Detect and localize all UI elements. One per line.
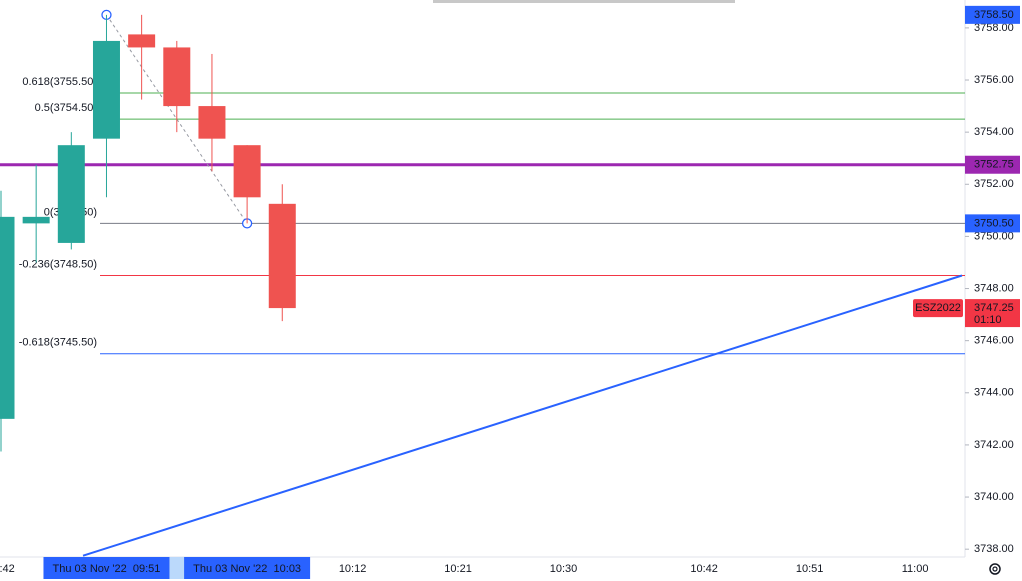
countdown-label: 01:10 <box>974 314 1002 326</box>
fib-level-label: 0.618(3755.50) <box>22 76 97 88</box>
y-tick-label: 3740.00 <box>974 491 1014 503</box>
x-tick-label: 10:12 <box>339 563 367 575</box>
candle-body <box>233 145 261 198</box>
plot-area: 0.618(3755.50)0.5(3754.50)0(3750.50)-0.2… <box>0 9 965 557</box>
symbol-tag-box <box>913 299 963 318</box>
x-range-label: Thu 03 Nov '22 09:51 <box>53 563 161 575</box>
fib-level-label: -0.236(3748.50) <box>19 258 97 270</box>
settings-icon-core <box>992 566 998 572</box>
x-range-label: Thu 03 Nov '22 10:03 <box>193 563 301 575</box>
x-tick-label: 09:42 <box>0 563 15 575</box>
x-tick-label: 10:21 <box>444 563 472 575</box>
y-tick-label: 3748.00 <box>974 282 1014 294</box>
trend-line <box>82 274 963 557</box>
y-tick-label: 3742.00 <box>974 439 1014 451</box>
x-range-box <box>184 557 311 579</box>
x-tick-label: 10:30 <box>550 563 578 575</box>
candle-body <box>128 34 156 48</box>
price-label-box <box>965 5 1020 24</box>
y-tick-label: 3754.00 <box>974 126 1014 138</box>
settings-icon-ring <box>989 563 1001 575</box>
x-tick-label: 10:51 <box>796 563 824 575</box>
x-tick-label: 10:42 <box>690 563 718 575</box>
top-toolbar-handle <box>433 0 735 3</box>
fib-level-label: -0.618(3745.50) <box>19 337 97 349</box>
y-tick-label: 3746.00 <box>974 335 1014 347</box>
price-label: 3758.50 <box>974 9 1014 21</box>
price-label: 3752.75 <box>974 159 1014 171</box>
price-label: 3750.50 <box>974 217 1014 229</box>
candle-body <box>268 203 296 309</box>
price-label-box <box>965 155 1020 174</box>
candle-body <box>163 47 191 107</box>
candle-body <box>57 145 85 243</box>
y-tick-label: 3756.00 <box>974 74 1014 86</box>
candle-body <box>92 40 120 139</box>
x-range-box <box>43 557 170 579</box>
y-tick-label: 3752.00 <box>974 178 1014 190</box>
settings-icon[interactable] <box>989 563 1001 575</box>
candle-body <box>22 216 50 224</box>
fib-level-label: 0.5(3754.50) <box>35 102 97 114</box>
y-tick-label: 3750.00 <box>974 230 1014 242</box>
y-tick-label: 3744.00 <box>974 387 1014 399</box>
last-price-box <box>965 299 1020 328</box>
symbol-tag: ESZ2022 <box>915 302 961 314</box>
x-tick-label: 11:00 <box>902 563 929 575</box>
candle-body <box>198 106 226 139</box>
y-tick-label: 3738.00 <box>974 543 1014 555</box>
y-tick-label: 3758.00 <box>974 22 1014 34</box>
candle-body <box>0 216 15 419</box>
last-price-label: 3747.25 <box>974 302 1014 314</box>
price-label-box <box>965 214 1020 233</box>
